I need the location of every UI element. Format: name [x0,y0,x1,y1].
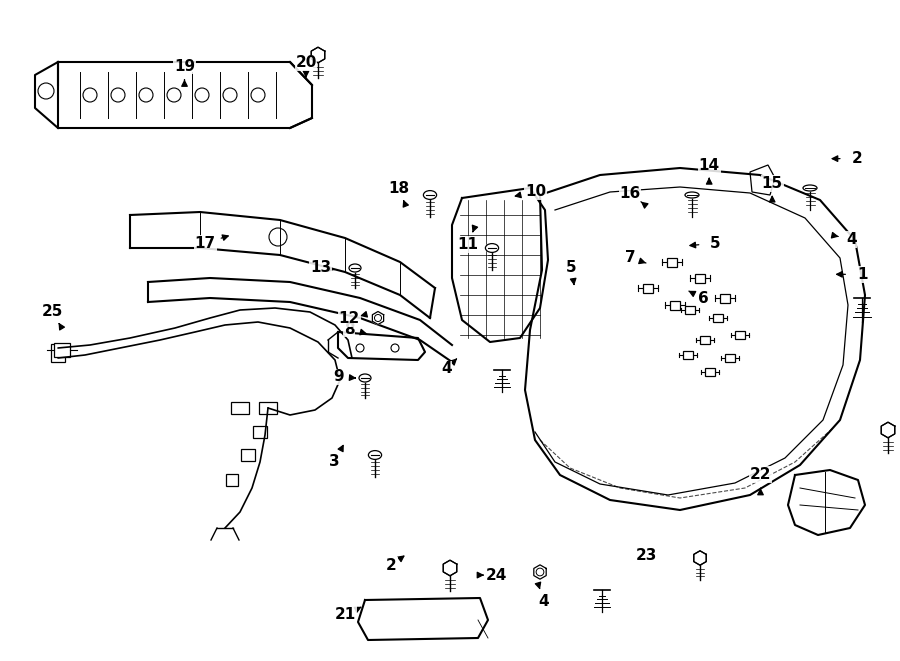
Ellipse shape [359,374,371,382]
Text: 5: 5 [710,236,721,251]
Text: 2: 2 [386,558,397,572]
Text: 4: 4 [538,594,549,609]
Text: 25: 25 [41,305,63,319]
Bar [720,293,731,303]
Bar [253,426,267,438]
Text: 2: 2 [851,151,862,166]
Text: 4: 4 [846,232,857,247]
Text: 17: 17 [194,236,216,251]
Ellipse shape [685,192,699,198]
Bar [643,284,653,293]
Bar [670,301,680,309]
Text: 1: 1 [857,267,868,282]
Text: 6: 6 [698,292,709,306]
Ellipse shape [485,244,499,253]
Bar [667,258,678,266]
Polygon shape [534,565,546,579]
Ellipse shape [368,451,382,459]
Bar [241,449,255,461]
Bar [735,331,745,339]
Text: 3: 3 [329,454,340,469]
Text: 4: 4 [441,362,452,376]
Text: 13: 13 [310,260,331,275]
Text: 21: 21 [335,607,356,622]
Text: 14: 14 [698,158,720,173]
Ellipse shape [349,264,361,272]
Text: 24: 24 [486,568,508,582]
Text: 10: 10 [525,184,546,199]
Text: 20: 20 [295,56,317,70]
Polygon shape [443,561,457,576]
Bar [695,274,706,282]
Bar [226,474,238,486]
Bar [713,314,723,322]
Text: 7: 7 [625,251,635,265]
Text: 9: 9 [333,369,344,384]
Bar [54,343,70,357]
Polygon shape [881,422,895,438]
Text: 8: 8 [344,322,355,336]
Bar [259,402,277,414]
Text: 19: 19 [174,59,195,73]
Text: 12: 12 [338,311,360,326]
Bar [231,402,249,414]
Polygon shape [311,47,325,63]
Polygon shape [373,311,383,325]
Text: 5: 5 [566,260,577,275]
Bar [706,368,715,376]
Polygon shape [694,551,706,565]
Ellipse shape [803,185,817,191]
Bar [725,354,734,362]
Text: 23: 23 [635,548,657,563]
Bar [51,344,65,362]
Text: 22: 22 [750,467,771,482]
Text: 15: 15 [761,176,783,191]
Bar [685,306,695,314]
Text: 11: 11 [457,237,479,252]
Bar [700,336,710,344]
Bar [683,351,693,359]
Ellipse shape [423,190,436,200]
Text: 16: 16 [619,186,641,200]
Text: 18: 18 [388,181,410,196]
